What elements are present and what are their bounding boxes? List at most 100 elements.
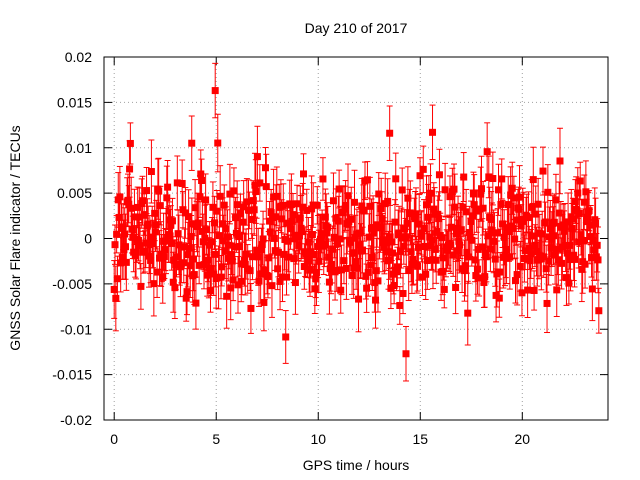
data-point xyxy=(137,282,145,290)
data-point xyxy=(113,230,121,238)
data-point xyxy=(168,217,176,225)
data-point xyxy=(384,256,392,264)
data-point xyxy=(225,241,233,249)
data-point xyxy=(329,245,337,253)
data-point xyxy=(510,194,518,202)
data-point xyxy=(223,233,231,241)
data-point xyxy=(401,225,409,233)
data-point xyxy=(512,216,520,224)
data-point xyxy=(359,246,367,254)
data-point xyxy=(298,228,306,236)
data-point xyxy=(404,194,412,202)
data-point xyxy=(571,198,579,206)
data-point xyxy=(295,241,303,249)
data-point xyxy=(389,249,397,257)
data-point xyxy=(132,248,140,256)
data-point xyxy=(378,215,386,223)
data-point xyxy=(444,246,452,254)
data-point xyxy=(453,247,461,255)
data-point xyxy=(577,231,585,239)
data-point xyxy=(181,209,189,217)
data-point xyxy=(265,254,273,262)
data-point xyxy=(484,232,492,240)
data-point xyxy=(367,261,375,269)
data-point xyxy=(513,271,521,279)
data-point xyxy=(153,268,161,276)
data-point xyxy=(439,254,447,262)
data-point xyxy=(325,278,333,286)
data-point xyxy=(438,234,446,242)
data-point xyxy=(308,231,316,239)
data-point xyxy=(130,213,138,221)
data-point xyxy=(335,185,343,193)
data-point xyxy=(338,266,346,274)
data-point xyxy=(446,193,454,201)
data-point xyxy=(480,279,488,287)
data-point xyxy=(172,261,180,269)
data-point xyxy=(145,252,153,260)
data-point xyxy=(280,250,288,258)
data-point xyxy=(122,243,130,251)
data-point xyxy=(452,229,460,237)
data-point xyxy=(516,193,524,201)
data-point xyxy=(117,259,125,267)
data-point xyxy=(139,197,147,205)
data-point xyxy=(497,200,505,208)
data-point xyxy=(532,210,540,218)
data-point xyxy=(464,309,472,317)
data-point xyxy=(246,267,254,275)
data-point xyxy=(553,286,561,294)
data-point xyxy=(348,271,356,279)
data-point xyxy=(460,173,468,181)
data-point xyxy=(228,257,236,265)
data-point xyxy=(575,209,583,217)
data-point xyxy=(161,246,169,254)
data-point xyxy=(223,292,231,300)
data-point xyxy=(490,237,498,245)
data-point xyxy=(278,273,286,281)
data-point xyxy=(414,262,422,270)
data-point xyxy=(384,197,392,205)
data-point xyxy=(178,179,186,187)
data-point xyxy=(220,201,228,209)
data-point xyxy=(420,224,428,232)
data-point xyxy=(167,221,175,229)
data-point xyxy=(425,196,433,204)
data-point xyxy=(171,284,179,292)
data-point xyxy=(309,201,317,209)
data-point xyxy=(541,218,549,226)
data-point xyxy=(467,217,475,225)
data-point xyxy=(562,274,570,282)
data-point xyxy=(185,213,193,221)
data-point xyxy=(284,237,292,245)
data-point xyxy=(478,243,486,251)
data-point xyxy=(448,223,456,231)
data-point xyxy=(391,218,399,226)
data-point xyxy=(496,268,504,276)
data-point xyxy=(494,186,502,194)
y-tick-label: 0.02 xyxy=(65,49,92,65)
data-point xyxy=(304,238,312,246)
data-point xyxy=(119,223,127,231)
data-point xyxy=(235,233,243,241)
data-point xyxy=(524,214,532,222)
data-point xyxy=(215,232,223,240)
data-point xyxy=(201,234,209,242)
data-point xyxy=(329,197,337,205)
data-point xyxy=(200,261,208,269)
data-point xyxy=(542,265,550,273)
data-point xyxy=(528,232,536,240)
data-point xyxy=(148,233,156,241)
data-point xyxy=(128,225,136,233)
data-point xyxy=(188,220,196,228)
data-point xyxy=(142,239,150,247)
data-point xyxy=(372,267,380,275)
data-point xyxy=(198,176,206,184)
data-point xyxy=(116,193,124,201)
data-point xyxy=(551,251,559,259)
data-point xyxy=(527,250,535,258)
data-point xyxy=(583,213,591,221)
data-point xyxy=(115,213,123,221)
data-point xyxy=(529,176,537,184)
data-point xyxy=(449,251,457,259)
